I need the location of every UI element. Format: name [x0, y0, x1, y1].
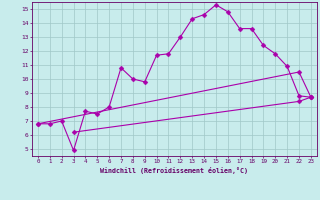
X-axis label: Windchill (Refroidissement éolien,°C): Windchill (Refroidissement éolien,°C) — [100, 167, 248, 174]
